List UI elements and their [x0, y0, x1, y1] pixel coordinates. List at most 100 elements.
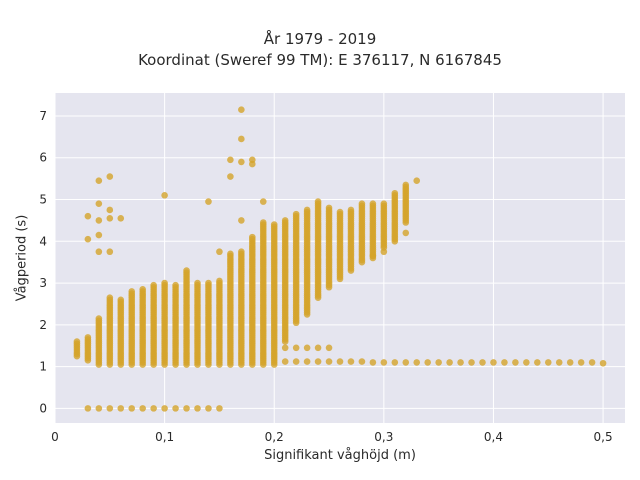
- data-point: [161, 192, 168, 199]
- x-axis-label: Signifikant våghöjd (m): [264, 448, 416, 463]
- data-point: [205, 279, 212, 287]
- y-tick-label: 6: [39, 151, 47, 165]
- data-point: [303, 344, 311, 352]
- data-point: [402, 181, 410, 189]
- data-point: [238, 158, 245, 166]
- data-point: [183, 267, 190, 274]
- data-point: [227, 156, 234, 164]
- data-point: [117, 296, 125, 304]
- data-point: [358, 358, 366, 365]
- data-point: [566, 359, 574, 366]
- y-tick-label: 1: [39, 360, 47, 374]
- data-point: [468, 359, 475, 366]
- data-point: [303, 358, 311, 365]
- data-point: [205, 198, 212, 205]
- data-point: [216, 405, 223, 412]
- y-tick-label: 2: [39, 318, 47, 332]
- chart-subtitle: Koordinat (Sweref 99 TM): E 376117, N 61…: [138, 51, 502, 69]
- data-point: [95, 217, 103, 224]
- data-point: [336, 208, 344, 216]
- y-tick-label: 7: [39, 109, 47, 123]
- data-point: [95, 200, 103, 207]
- data-point: [106, 405, 114, 412]
- data-point: [128, 405, 136, 412]
- data-point: [314, 198, 322, 205]
- data-point: [325, 344, 333, 352]
- data-point: [413, 359, 421, 366]
- y-tick-label: 0: [39, 401, 47, 415]
- data-point: [358, 200, 366, 207]
- data-point: [259, 219, 267, 226]
- x-tick-label: 0,2: [265, 430, 284, 444]
- data-point: [380, 359, 388, 366]
- data-point: [347, 206, 355, 214]
- x-tick-label: 0: [51, 430, 59, 444]
- data-point: [128, 288, 136, 295]
- data-point: [106, 206, 114, 214]
- data-point: [106, 294, 114, 301]
- data-point: [380, 200, 388, 207]
- data-point: [227, 173, 234, 180]
- data-point: [139, 405, 146, 412]
- data-point: [95, 405, 103, 412]
- data-point: [314, 344, 322, 352]
- data-point: [446, 359, 453, 366]
- x-tick-label: 0,4: [484, 430, 503, 444]
- data-point: [84, 235, 92, 243]
- data-point: [95, 248, 103, 256]
- data-point: [281, 217, 289, 224]
- y-tick-label: 5: [39, 193, 47, 207]
- data-point: [183, 405, 190, 412]
- data-point: [117, 405, 125, 412]
- y-tick-label: 4: [39, 234, 47, 248]
- data-point: [106, 173, 114, 180]
- data-point: [314, 358, 322, 365]
- data-point: [490, 359, 497, 366]
- data-point: [117, 215, 125, 222]
- tick-labels: 0 0,1 0,2 0,3 0,4 0,5 0 1 2 3 4 5 6 7: [39, 109, 612, 444]
- data-point: [325, 204, 333, 212]
- data-point: [380, 248, 388, 256]
- data-point: [150, 281, 157, 289]
- data-point: [194, 279, 201, 287]
- x-tick-label: 0,3: [374, 430, 393, 444]
- data-point: [599, 359, 607, 367]
- x-tick-label: 0,1: [155, 430, 174, 444]
- data-point: [369, 200, 377, 207]
- data-point: [249, 233, 256, 241]
- data-point: [555, 359, 563, 366]
- data-point: [238, 135, 245, 143]
- data-point: [281, 344, 289, 352]
- data-point: [95, 231, 103, 239]
- data-point: [106, 215, 114, 222]
- data-point: [84, 212, 92, 220]
- data-point: [139, 286, 146, 293]
- data-point: [238, 106, 245, 114]
- data-point: [501, 359, 508, 366]
- chart-title: År 1979 - 2019: [263, 30, 377, 48]
- data-point: [95, 315, 103, 322]
- data-point: [238, 217, 245, 224]
- data-point: [391, 359, 399, 366]
- data-point: [73, 338, 81, 345]
- data-point: [84, 334, 92, 341]
- data-point: [347, 358, 355, 365]
- data-point: [336, 358, 344, 365]
- data-point: [479, 359, 486, 366]
- data-point: [172, 405, 179, 412]
- data-point: [424, 359, 431, 366]
- data-point: [534, 359, 541, 366]
- data-point: [457, 359, 464, 366]
- data-point: [303, 206, 311, 214]
- data-point: [205, 405, 212, 412]
- data-point: [523, 359, 530, 366]
- data-point: [292, 358, 300, 365]
- data-point: [161, 405, 168, 412]
- data-point: [227, 250, 234, 258]
- data-point: [238, 248, 245, 256]
- data-point: [544, 359, 552, 366]
- data-point: [577, 359, 585, 366]
- data-point: [512, 359, 519, 366]
- data-point: [292, 210, 300, 218]
